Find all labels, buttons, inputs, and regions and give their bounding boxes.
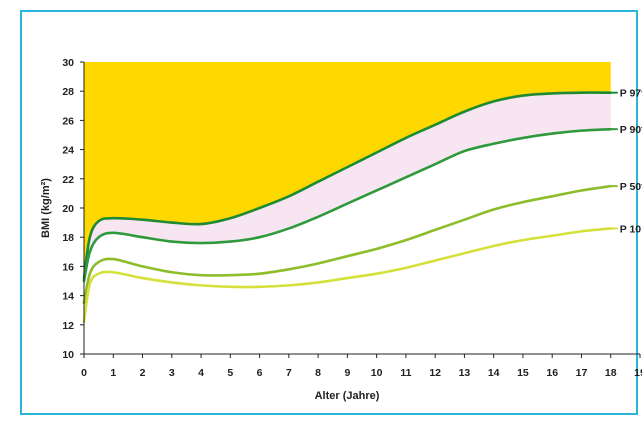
y-tick-label: 30 xyxy=(62,57,74,69)
y-tick-label: 20 xyxy=(62,203,74,215)
y-tick-label: 22 xyxy=(62,174,74,186)
x-tick-label: 12 xyxy=(429,367,441,379)
x-axis-title: Alter (Jahre) xyxy=(315,390,380,402)
x-tick-label: 15 xyxy=(517,367,529,379)
x-tick-label: 9 xyxy=(344,367,350,379)
series-label-p90: P 90* xyxy=(620,124,642,136)
series-line-p50 xyxy=(82,184,613,305)
y-tick-label: 24 xyxy=(62,145,74,157)
y-tick-label: 14 xyxy=(62,291,74,303)
x-tick-label: 0 xyxy=(81,367,87,379)
x-tick-label: 19 xyxy=(634,367,642,379)
series-lines-layer xyxy=(82,91,613,324)
chart-frame xyxy=(20,10,638,415)
x-tick-label: 10 xyxy=(371,367,383,379)
y-tick-label: 18 xyxy=(62,232,74,244)
series-line-p90 xyxy=(82,127,613,283)
series-label-p97: P 97* xyxy=(620,88,642,100)
x-tick-label: 4 xyxy=(198,367,204,379)
x-tick-label: 11 xyxy=(400,367,411,379)
series-labels-layer: P 97* P 90* P 50* P 10 xyxy=(610,88,642,235)
x-tick-label: 1 xyxy=(110,367,116,379)
series-line-p97 xyxy=(82,91,613,280)
series-line-p10 xyxy=(82,227,613,324)
region-above-p97 xyxy=(84,62,611,279)
x-tick-label: 6 xyxy=(257,367,263,379)
x-tick-label: 16 xyxy=(546,367,558,379)
y-tick-label: 10 xyxy=(62,349,74,361)
x-tick-label: 2 xyxy=(140,367,146,379)
x-tick-label: 7 xyxy=(286,367,292,379)
x-tick-label: 3 xyxy=(169,367,175,379)
y-tick-label: 28 xyxy=(62,86,74,98)
x-tick-label: 8 xyxy=(315,367,321,379)
region-p90-to-p97 xyxy=(84,92,611,281)
x-tick-label: 5 xyxy=(227,367,233,379)
series-label-p50: P 50* xyxy=(620,181,642,193)
x-tick-label: 13 xyxy=(459,367,471,379)
tick-labels-layer: 0123456789101112131415161718191012141618… xyxy=(62,57,642,379)
y-axis-title: BMI (kg/m²) xyxy=(40,178,52,238)
x-tick-label: 17 xyxy=(576,367,588,379)
y-tick-label: 26 xyxy=(62,115,74,127)
y-tick-label: 12 xyxy=(62,320,74,332)
y-tick-label: 16 xyxy=(62,261,74,273)
series-label-p10: P 10 xyxy=(620,223,642,235)
x-tick-label: 14 xyxy=(488,367,500,379)
x-tick-label: 18 xyxy=(605,367,617,379)
regions-layer xyxy=(84,62,611,281)
